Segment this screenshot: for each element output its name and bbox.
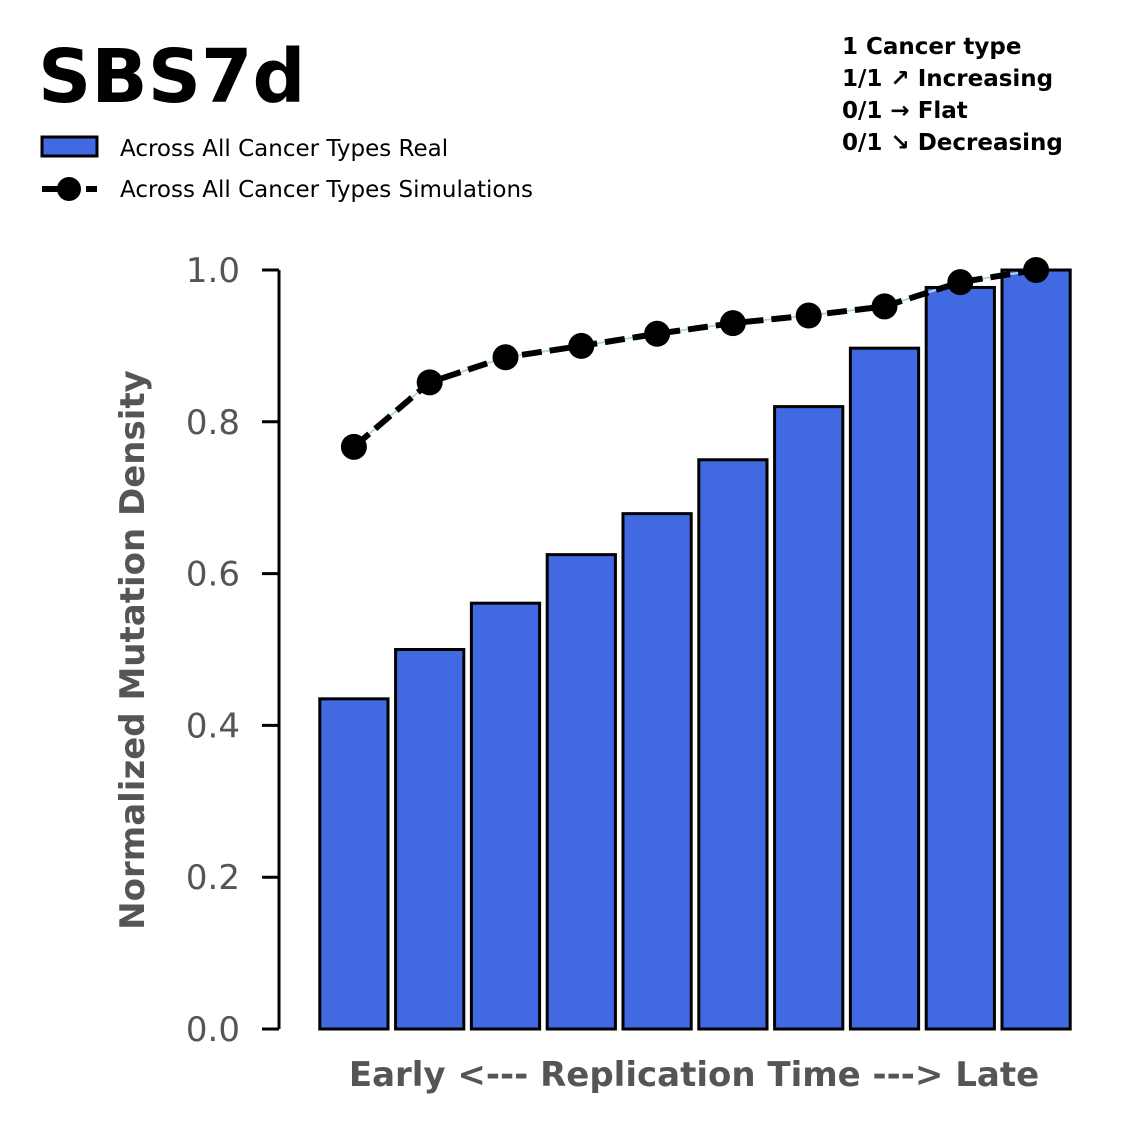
simulation-series bbox=[340, 257, 1050, 460]
bar-10 bbox=[1000, 268, 1072, 1031]
simulation-point-5 bbox=[644, 320, 671, 347]
simulation-point-9 bbox=[947, 269, 974, 296]
summary-annotation: 1 Cancer type 1/1 ↗ Increasing 0/1 → Fla… bbox=[842, 34, 1063, 156]
y-axis-ticks: 0.0 0.2 0.4 0.6 0.8 1.0 bbox=[186, 251, 279, 1050]
bar-2 bbox=[394, 648, 466, 1031]
simulation-point-2 bbox=[416, 369, 443, 396]
bar-8 bbox=[848, 346, 921, 1031]
summary-cancer-types: 1 Cancer type bbox=[842, 34, 1021, 60]
simulation-line bbox=[351, 267, 1037, 450]
summary-increasing: 1/1 ↗ Increasing bbox=[842, 66, 1053, 92]
bar-6 bbox=[697, 458, 769, 1031]
bar-series bbox=[318, 268, 1072, 1031]
simulation-point-4 bbox=[568, 332, 595, 359]
bar-3 bbox=[469, 601, 542, 1031]
legend: Across All Cancer Types Real Across All … bbox=[40, 135, 533, 203]
simulation-point-10 bbox=[1023, 257, 1050, 283]
legend-marker-simulations bbox=[57, 177, 81, 201]
summary-flat: 0/1 → Flat bbox=[842, 98, 968, 124]
legend-swatch-real bbox=[40, 135, 99, 158]
bar-5 bbox=[621, 512, 693, 1031]
chart-title: SBS7d bbox=[38, 34, 305, 120]
bar-7 bbox=[773, 405, 845, 1031]
simulation-point-1 bbox=[340, 433, 367, 460]
simulation-point-3 bbox=[492, 344, 519, 371]
bar-1 bbox=[318, 697, 390, 1031]
y-axis-label: Normalized Mutation Density bbox=[113, 370, 153, 930]
y-tick-label: 0.0 bbox=[186, 1010, 240, 1050]
bar-9 bbox=[924, 285, 996, 1031]
legend-label-simulations: Across All Cancer Types Simulations bbox=[120, 177, 533, 203]
simulation-point-8 bbox=[871, 293, 898, 320]
summary-decreasing: 0/1 ↘ Decreasing bbox=[842, 130, 1063, 156]
simulation-point-6 bbox=[719, 310, 746, 337]
y-tick-label: 0.2 bbox=[186, 858, 240, 898]
legend-label-real: Across All Cancer Types Real bbox=[120, 136, 448, 162]
simulation-point-7 bbox=[795, 302, 822, 329]
bar-4 bbox=[545, 553, 617, 1031]
y-tick-label: 1.0 bbox=[186, 251, 240, 291]
y-tick-label: 0.4 bbox=[186, 706, 240, 746]
y-tick-label: 0.6 bbox=[186, 555, 240, 595]
x-axis-label: Early <--- Replication Time ---> Late bbox=[349, 1055, 1039, 1095]
y-tick-label: 0.8 bbox=[186, 403, 240, 443]
